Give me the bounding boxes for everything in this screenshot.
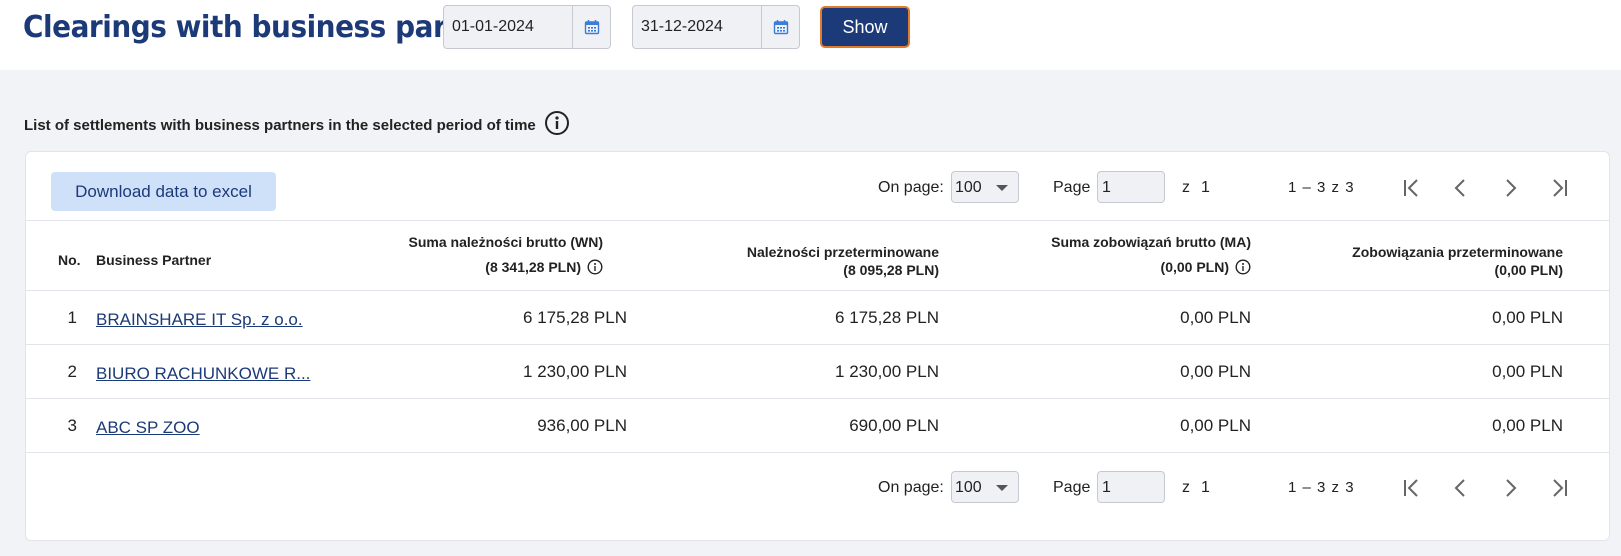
- divider: [26, 220, 1609, 221]
- overdue-receivables-cell: 6 175,28 PLN: [835, 308, 939, 327]
- column-header-overdue-liabilities-title: Zobowiązania przeterminowane: [1352, 244, 1563, 260]
- calendar-icon[interactable]: [572, 6, 610, 48]
- page-label: Page: [1053, 479, 1091, 496]
- page-title: Clearings with business partners: [23, 10, 527, 45]
- liabilities-total-value: (0,00 PLN): [1160, 259, 1229, 275]
- section-heading-text: List of settlements with business partne…: [24, 116, 536, 134]
- on-page-label: On page:: [878, 179, 944, 196]
- of-label: z: [1182, 479, 1190, 496]
- pager-bottom: On page: 100 Page 1 z 1 1 – 3 z 3: [26, 471, 1611, 505]
- receivables-cell: 6 175,28 PLN: [523, 308, 627, 327]
- overdue-liabilities-cell: 0,00 PLN: [1492, 416, 1563, 435]
- partner-link[interactable]: BIURO RACHUNKOWE R...: [96, 364, 311, 383]
- next-page-icon[interactable]: [1497, 175, 1523, 201]
- liabilities-cell: 0,00 PLN: [1180, 308, 1251, 327]
- column-header-overdue-liabilities: Zobowiązania przeterminowane (0,00 PLN): [1352, 243, 1563, 279]
- next-page-icon[interactable]: [1497, 475, 1523, 501]
- page-size-value: 100: [955, 179, 982, 196]
- range-text: 1 – 3 z 3: [1288, 179, 1355, 196]
- overdue-liabilities-cell: 0,00 PLN: [1492, 362, 1563, 381]
- date-from-value[interactable]: 01-01-2024: [452, 18, 534, 35]
- info-icon[interactable]: [587, 259, 603, 278]
- receivables-cell: 1 230,00 PLN: [523, 362, 627, 381]
- date-to-field[interactable]: 31-12-2024: [632, 5, 800, 49]
- column-header-liabilities-title: Suma zobowiązań brutto (MA): [1051, 234, 1251, 250]
- column-header-receivables: Suma należności brutto (WN) (8 341,28 PL…: [409, 234, 603, 278]
- page-size-select[interactable]: 100: [951, 171, 1019, 203]
- last-page-icon[interactable]: [1546, 475, 1572, 501]
- previous-page-icon[interactable]: [1448, 175, 1474, 201]
- total-pages: 1: [1201, 479, 1210, 496]
- page-size-select[interactable]: 100: [951, 471, 1019, 503]
- overdue-liabilities-cell: 0,00 PLN: [1492, 308, 1563, 327]
- page-number-input[interactable]: 1: [1097, 171, 1165, 203]
- chevron-down-icon: [996, 185, 1008, 191]
- of-label: z: [1182, 179, 1190, 196]
- column-header-overdue-receivables-total: (8 095,28 PLN): [843, 262, 939, 278]
- overdue-receivables-cell: 1 230,00 PLN: [835, 362, 939, 381]
- receivables-cell: 936,00 PLN: [537, 416, 627, 435]
- pager-top: On page: 100 Page 1 z 1 1 – 3 z 3: [26, 171, 1611, 205]
- divider: [26, 398, 1609, 399]
- total-pages: 1: [1201, 179, 1210, 196]
- show-button[interactable]: Show: [820, 6, 910, 48]
- liabilities-cell: 0,00 PLN: [1180, 416, 1251, 435]
- section-heading: List of settlements with business partne…: [24, 110, 570, 140]
- overdue-receivables-cell: 690,00 PLN: [849, 416, 939, 435]
- column-header-overdue-receivables: Należności przeterminowane (8 095,28 PLN…: [747, 243, 939, 279]
- page-number-value: 1: [1102, 479, 1111, 496]
- column-header-liabilities-total: (0,00 PLN): [1051, 259, 1251, 278]
- liabilities-cell: 0,00 PLN: [1180, 362, 1251, 381]
- divider: [26, 344, 1609, 345]
- column-header-receivables-title: Suma należności brutto (WN): [408, 234, 603, 250]
- divider: [26, 452, 1609, 453]
- top-bar: Clearings with business partners 01-01-2…: [0, 0, 1621, 70]
- partner-link[interactable]: BRAINSHARE IT Sp. z o.o.: [96, 310, 303, 329]
- range-text: 1 – 3 z 3: [1288, 479, 1355, 496]
- page-size-value: 100: [955, 479, 982, 496]
- divider: [26, 290, 1609, 291]
- date-from-field[interactable]: 01-01-2024: [443, 5, 611, 49]
- column-header-receivables-total: (8 341,28 PLN): [409, 259, 603, 278]
- calendar-icon[interactable]: [761, 6, 799, 48]
- previous-page-icon[interactable]: [1448, 475, 1474, 501]
- row-number: 1: [67, 308, 77, 327]
- last-page-icon[interactable]: [1546, 175, 1572, 201]
- page-label: Page: [1053, 179, 1091, 196]
- page-number-input[interactable]: 1: [1097, 471, 1165, 503]
- download-excel-button[interactable]: Download data to excel: [51, 172, 276, 211]
- column-header-partner: Business Partner: [96, 252, 212, 268]
- partner-link[interactable]: ABC SP ZOO: [96, 418, 200, 437]
- date-to-value[interactable]: 31-12-2024: [641, 18, 723, 35]
- column-header-no: No.: [58, 252, 81, 268]
- info-icon[interactable]: [1235, 259, 1251, 278]
- row-number: 2: [67, 362, 77, 381]
- row-number: 3: [67, 416, 77, 435]
- column-header-overdue-receivables-title: Należności przeterminowane: [746, 244, 939, 260]
- settlements-card: Download data to excel On page: 100 Page…: [25, 151, 1610, 541]
- first-page-icon[interactable]: [1399, 475, 1425, 501]
- chevron-down-icon: [996, 485, 1008, 491]
- column-header-liabilities: Suma zobowiązań brutto (MA) (0,00 PLN): [1051, 234, 1251, 278]
- info-icon[interactable]: [544, 110, 570, 140]
- column-header-overdue-liabilities-total: (0,00 PLN): [1494, 262, 1563, 278]
- first-page-icon[interactable]: [1399, 175, 1425, 201]
- on-page-label: On page:: [878, 479, 944, 496]
- receivables-total-value: (8 341,28 PLN): [485, 259, 581, 275]
- page-number-value: 1: [1102, 179, 1111, 196]
